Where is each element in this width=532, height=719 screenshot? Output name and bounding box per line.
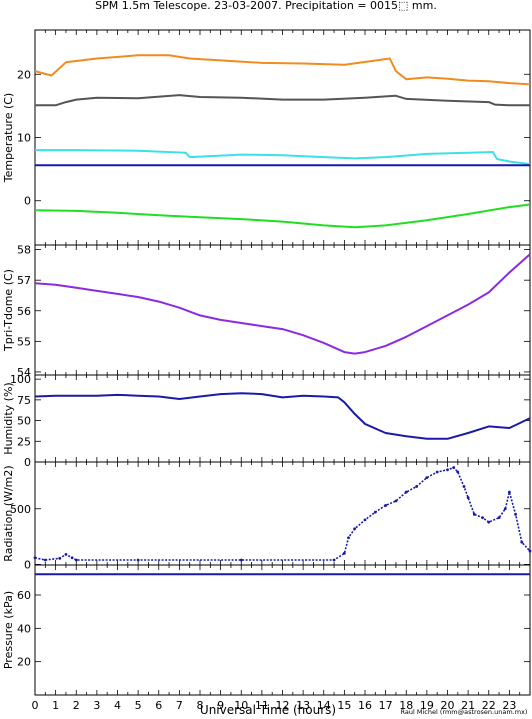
series-line — [34, 392, 531, 440]
panel-frame — [34, 461, 531, 566]
y-tick-label: 56 — [17, 305, 31, 318]
y-tick-label: 55 — [17, 335, 31, 348]
series-line — [34, 253, 531, 355]
x-tick-label: 21 — [461, 699, 475, 712]
y-axis-label: Radiation (W/m2) — [2, 465, 15, 561]
x-tick-label: 11 — [255, 699, 269, 712]
y-tick-label: 25 — [17, 435, 31, 448]
series-line — [34, 466, 531, 561]
y-tick-label: 60 — [17, 589, 31, 602]
series-line — [35, 94, 530, 107]
x-tick-label: 19 — [420, 699, 434, 712]
x-tick-label: 7 — [176, 699, 183, 712]
x-tick-label: 22 — [482, 699, 496, 712]
panel-frame — [34, 564, 531, 696]
credit-label: Raul Michel (rmm@astrosen.unam.mx) — [401, 708, 528, 716]
y-axis-label: Humidity (%) — [2, 382, 15, 454]
x-tick-label: 9 — [217, 699, 224, 712]
y-axis-label: Tpri-Tdome (C) — [2, 269, 15, 352]
x-tick-label: 2 — [73, 699, 80, 712]
y-tick-label: 0 — [24, 456, 31, 469]
y-tick-label: 58 — [17, 244, 31, 257]
series-line — [34, 54, 531, 86]
x-tick-label: 5 — [135, 699, 142, 712]
x-tick-label: 8 — [197, 699, 204, 712]
y-tick-label: 40 — [17, 622, 31, 635]
series-line — [35, 149, 531, 166]
x-tick-label: 13 — [296, 699, 310, 712]
x-tick-label: 17 — [379, 699, 393, 712]
x-tick-label: 3 — [93, 699, 100, 712]
x-tick-label: 6 — [155, 699, 162, 712]
y-axis-label: Pressure (kPa) — [2, 591, 15, 669]
y-tick-label: 54 — [17, 366, 31, 379]
y-tick-label: 20 — [17, 656, 31, 669]
figure-title: SPM 1.5m Telescope. 23-03-2007. Precipit… — [95, 0, 437, 12]
x-tick-label: 23 — [502, 699, 516, 712]
x-axis-label: Universal Time (hours) — [200, 703, 336, 717]
y-tick-label: 500 — [10, 503, 31, 516]
panel-frame — [34, 374, 531, 463]
series-line — [34, 203, 531, 229]
y-axis-label: Temperature (C) — [2, 93, 15, 183]
x-tick-label: 20 — [441, 699, 455, 712]
x-tick-label: 18 — [399, 699, 413, 712]
y-tick-label: 100 — [10, 373, 31, 386]
y-tick-label: 0 — [24, 558, 31, 571]
x-tick-label: 15 — [337, 699, 351, 712]
y-tick-label: 75 — [17, 394, 31, 407]
x-tick-label: 1 — [52, 699, 59, 712]
y-tick-label: 50 — [17, 415, 31, 428]
x-tick-label: 0 — [32, 699, 39, 712]
y-tick-label: 0 — [24, 195, 31, 208]
x-tick-label: 12 — [276, 699, 290, 712]
x-tick-label: 16 — [358, 699, 372, 712]
y-tick-label: 20 — [17, 68, 31, 81]
x-tick-label: 10 — [234, 699, 248, 712]
y-tick-label: 57 — [17, 274, 31, 287]
x-tick-label: 14 — [317, 699, 331, 712]
x-tick-label: 4 — [114, 699, 121, 712]
y-tick-label: 10 — [17, 132, 31, 145]
